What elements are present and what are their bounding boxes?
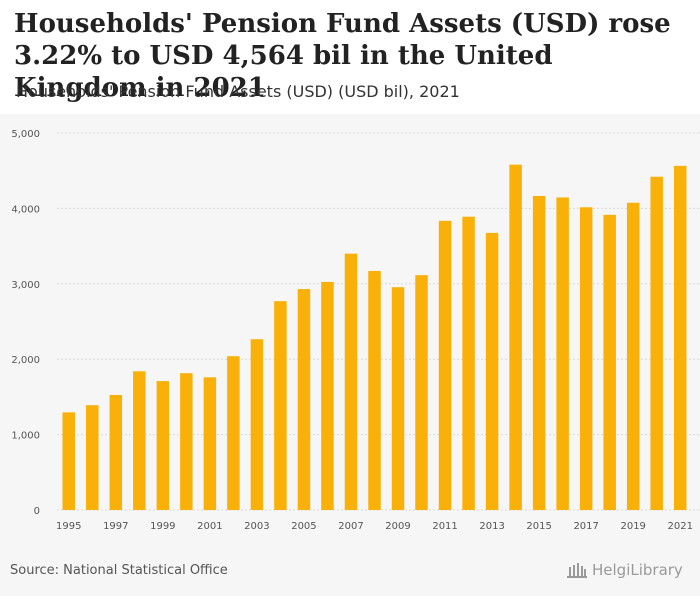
bar	[274, 301, 287, 510]
bar	[297, 289, 311, 510]
x-tick-label: 1999	[150, 521, 175, 532]
x-tick-label: 2013	[479, 521, 504, 532]
bar	[650, 176, 663, 510]
y-tick-label: 5,000	[11, 129, 40, 140]
x-tick-label: 1997	[103, 521, 128, 532]
bar	[321, 281, 334, 510]
bar	[509, 164, 522, 510]
helgi-library-logo[interactable]: HelgiLibrary	[566, 561, 683, 579]
x-tick-label: 2009	[385, 521, 410, 532]
x-tick-label: 2003	[244, 521, 269, 532]
bar	[391, 287, 405, 510]
y-tick-label: 3,000	[11, 280, 40, 291]
y-tick-label: 4,000	[11, 204, 40, 215]
bar	[86, 405, 99, 510]
bar	[180, 373, 193, 510]
bar	[438, 220, 452, 510]
bar	[485, 232, 499, 510]
chart-subtitle: Households' Pension Fund Assets (USD) (U…	[16, 82, 460, 101]
bar	[626, 202, 640, 510]
x-tick-label: 1995	[56, 521, 81, 532]
bar	[532, 195, 546, 511]
bar-chart: 0 1,000 2,000 3,000 4,000 5,000 1995 1997 1999 20…	[11, 129, 700, 532]
bar	[227, 356, 240, 510]
chart-header: Households' Pension Fund Assets (USD) ro…	[0, 0, 700, 114]
bar	[250, 339, 264, 510]
x-tick-label: 2007	[338, 521, 363, 532]
bar	[109, 395, 123, 510]
bar	[133, 371, 146, 510]
bar	[673, 165, 687, 511]
bar	[62, 412, 76, 510]
bar	[156, 381, 170, 510]
bar	[415, 275, 428, 510]
x-tick-label: 2015	[526, 521, 551, 532]
library-building-icon	[567, 563, 587, 578]
logo-text: HelgiLibrary	[592, 561, 683, 579]
y-tick-label: 1,000	[11, 431, 40, 442]
x-tick-label: 2005	[291, 521, 316, 532]
x-tick-label: 2011	[432, 521, 457, 532]
x-tick-label: 2019	[620, 521, 645, 532]
x-tick-label: 2001	[197, 521, 222, 532]
x-tick-label: 2021	[668, 521, 693, 532]
bar	[579, 207, 593, 511]
bar	[556, 197, 569, 510]
bar	[462, 216, 475, 510]
bar	[344, 253, 358, 510]
bar	[368, 270, 381, 510]
y-tick-label: 2,000	[11, 355, 40, 366]
bar	[603, 214, 616, 510]
y-tick-label: 0	[34, 506, 40, 517]
bar	[203, 377, 217, 510]
source-note: Source: National Statistical Office	[10, 563, 228, 578]
chart-title: Households' Pension Fund Assets (USD) ro…	[14, 9, 671, 103]
x-tick-label: 2017	[573, 521, 598, 532]
